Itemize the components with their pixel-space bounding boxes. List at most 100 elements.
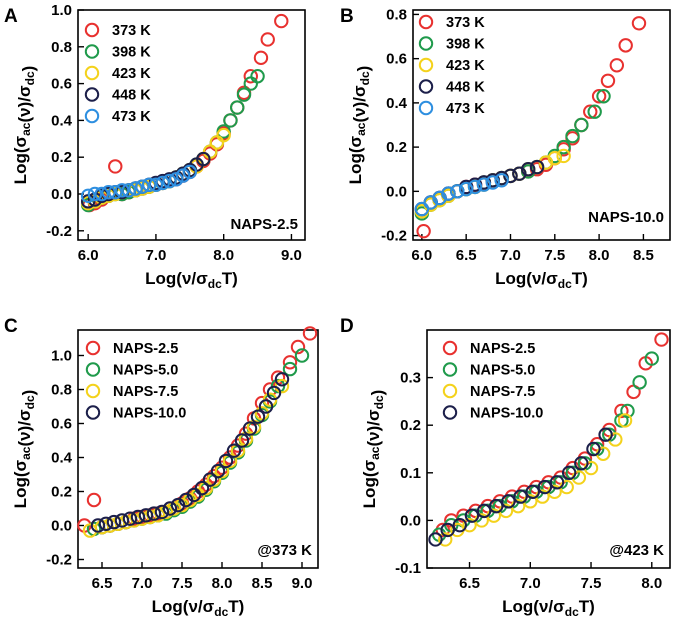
data-point bbox=[494, 173, 509, 188]
data-point bbox=[230, 100, 245, 115]
data-point bbox=[462, 517, 477, 533]
data-point bbox=[458, 181, 474, 197]
data-point bbox=[206, 472, 222, 487]
data-point bbox=[135, 179, 150, 194]
legend-label: 398 K bbox=[446, 37, 485, 53]
legend-marker bbox=[84, 108, 100, 124]
data-point bbox=[122, 511, 138, 526]
legend-label: 423 K bbox=[446, 58, 485, 74]
legend-marker bbox=[418, 100, 434, 116]
legend-marker bbox=[84, 65, 100, 81]
data-point bbox=[128, 181, 143, 196]
data-point bbox=[223, 113, 238, 128]
series-naps-10-0 bbox=[428, 427, 613, 547]
data-point bbox=[591, 89, 607, 104]
data-point bbox=[106, 514, 122, 530]
data-point bbox=[501, 494, 516, 509]
data-point bbox=[294, 348, 310, 363]
data-point bbox=[250, 409, 266, 424]
y-tick-label: 0.0 bbox=[386, 183, 407, 200]
y-tick-label: -0.2 bbox=[46, 223, 72, 240]
y-tick-label: 0.3 bbox=[400, 370, 421, 387]
data-point bbox=[620, 403, 635, 419]
x-tick-label: 7.0 bbox=[145, 247, 166, 264]
panel-a: A 6.0 7.0 8.0 9.0 -0.2 0.0 0.2 0.4 0.6 0.8 1.0 Log(ν… bbox=[4, 2, 306, 291]
data-point bbox=[464, 508, 480, 523]
legend-label: NAPS-5.0 bbox=[470, 363, 535, 379]
panel-annotation: @373 K bbox=[257, 542, 312, 559]
legend-marker bbox=[85, 362, 101, 377]
panel-b: B 6.0 6.5 7.0 7.5 8.0 8.5 -0.2 0.0 0.2 0.4 0.6 0.8 Lo… bbox=[340, 6, 671, 291]
legend-marker bbox=[418, 36, 434, 51]
data-point bbox=[631, 16, 647, 31]
data-point bbox=[243, 76, 258, 91]
y-tick-label: -0.2 bbox=[46, 552, 72, 569]
data-point bbox=[146, 506, 162, 521]
x-axis-title: Log(ν/σdcT) bbox=[502, 597, 595, 619]
data-point bbox=[274, 372, 290, 387]
x-tick-label: 8.0 bbox=[589, 247, 610, 264]
y-tick-label: 0.8 bbox=[51, 39, 72, 56]
legend-marker bbox=[442, 383, 458, 399]
data-point bbox=[556, 148, 571, 164]
data-point bbox=[87, 186, 103, 202]
plot-frame bbox=[77, 329, 319, 569]
data-point bbox=[202, 472, 218, 487]
y-tick-label: 0.6 bbox=[51, 76, 72, 93]
data-point bbox=[250, 69, 265, 84]
panel-letter: A bbox=[4, 6, 18, 27]
x-tick-label: 9.0 bbox=[281, 247, 302, 264]
data-point bbox=[561, 465, 577, 480]
legend-label: NAPS-7.5 bbox=[113, 384, 178, 400]
data-point bbox=[141, 177, 157, 193]
legend-label: 373 K bbox=[112, 23, 151, 39]
legend-marker bbox=[84, 87, 100, 102]
data-point bbox=[598, 427, 613, 442]
legend-marker bbox=[85, 383, 101, 399]
legend: 373 K 398 K 423 K 448 K 473 K bbox=[418, 14, 485, 117]
data-point bbox=[549, 475, 565, 490]
y-axis-title: Log(σac(ν)/σdc) bbox=[11, 390, 38, 509]
data-point bbox=[236, 87, 252, 102]
x-tick-label: 6.5 bbox=[456, 247, 477, 264]
data-point bbox=[440, 522, 455, 538]
data-point bbox=[583, 104, 598, 119]
legend-marker bbox=[418, 14, 434, 30]
panel-letter: C bbox=[4, 316, 18, 337]
legend-marker bbox=[84, 44, 100, 59]
y-axis-title: Log(σac(ν)/σdc) bbox=[346, 66, 373, 185]
data-point bbox=[260, 32, 275, 47]
y-tick-label: 0.4 bbox=[51, 112, 73, 129]
legend-marker bbox=[442, 405, 458, 420]
y-tick-label: 0.2 bbox=[386, 139, 407, 156]
legend-label: NAPS-2.5 bbox=[113, 341, 178, 357]
data-point bbox=[218, 453, 234, 469]
x-tick-label: 7.5 bbox=[581, 575, 602, 592]
data-point bbox=[274, 13, 289, 29]
x-tick-label: 8.0 bbox=[641, 575, 662, 592]
series-naps-7-5 bbox=[82, 378, 290, 538]
legend-label: 473 K bbox=[446, 101, 485, 117]
y-tick-label: 1.0 bbox=[51, 2, 72, 19]
legend-marker bbox=[442, 340, 458, 356]
data-point bbox=[162, 173, 177, 189]
data-point bbox=[154, 504, 170, 520]
data-point bbox=[489, 498, 504, 514]
legend-label: NAPS-7.5 bbox=[470, 384, 535, 400]
legend-marker bbox=[418, 79, 434, 94]
data-point bbox=[162, 501, 178, 516]
y-tick-label: 0.2 bbox=[51, 149, 72, 166]
plot-frame bbox=[426, 329, 671, 569]
plot-frame bbox=[412, 9, 671, 241]
data-point bbox=[94, 186, 109, 202]
data-point bbox=[196, 151, 211, 167]
data-point bbox=[529, 159, 545, 175]
data-point bbox=[198, 480, 214, 496]
x-tick-label: 8.0 bbox=[212, 575, 233, 592]
x-tick-label: 7.5 bbox=[544, 247, 565, 264]
data-point bbox=[600, 73, 616, 88]
data-point bbox=[432, 190, 447, 206]
x-tick-label: 8.5 bbox=[252, 575, 273, 592]
data-point bbox=[169, 172, 184, 187]
